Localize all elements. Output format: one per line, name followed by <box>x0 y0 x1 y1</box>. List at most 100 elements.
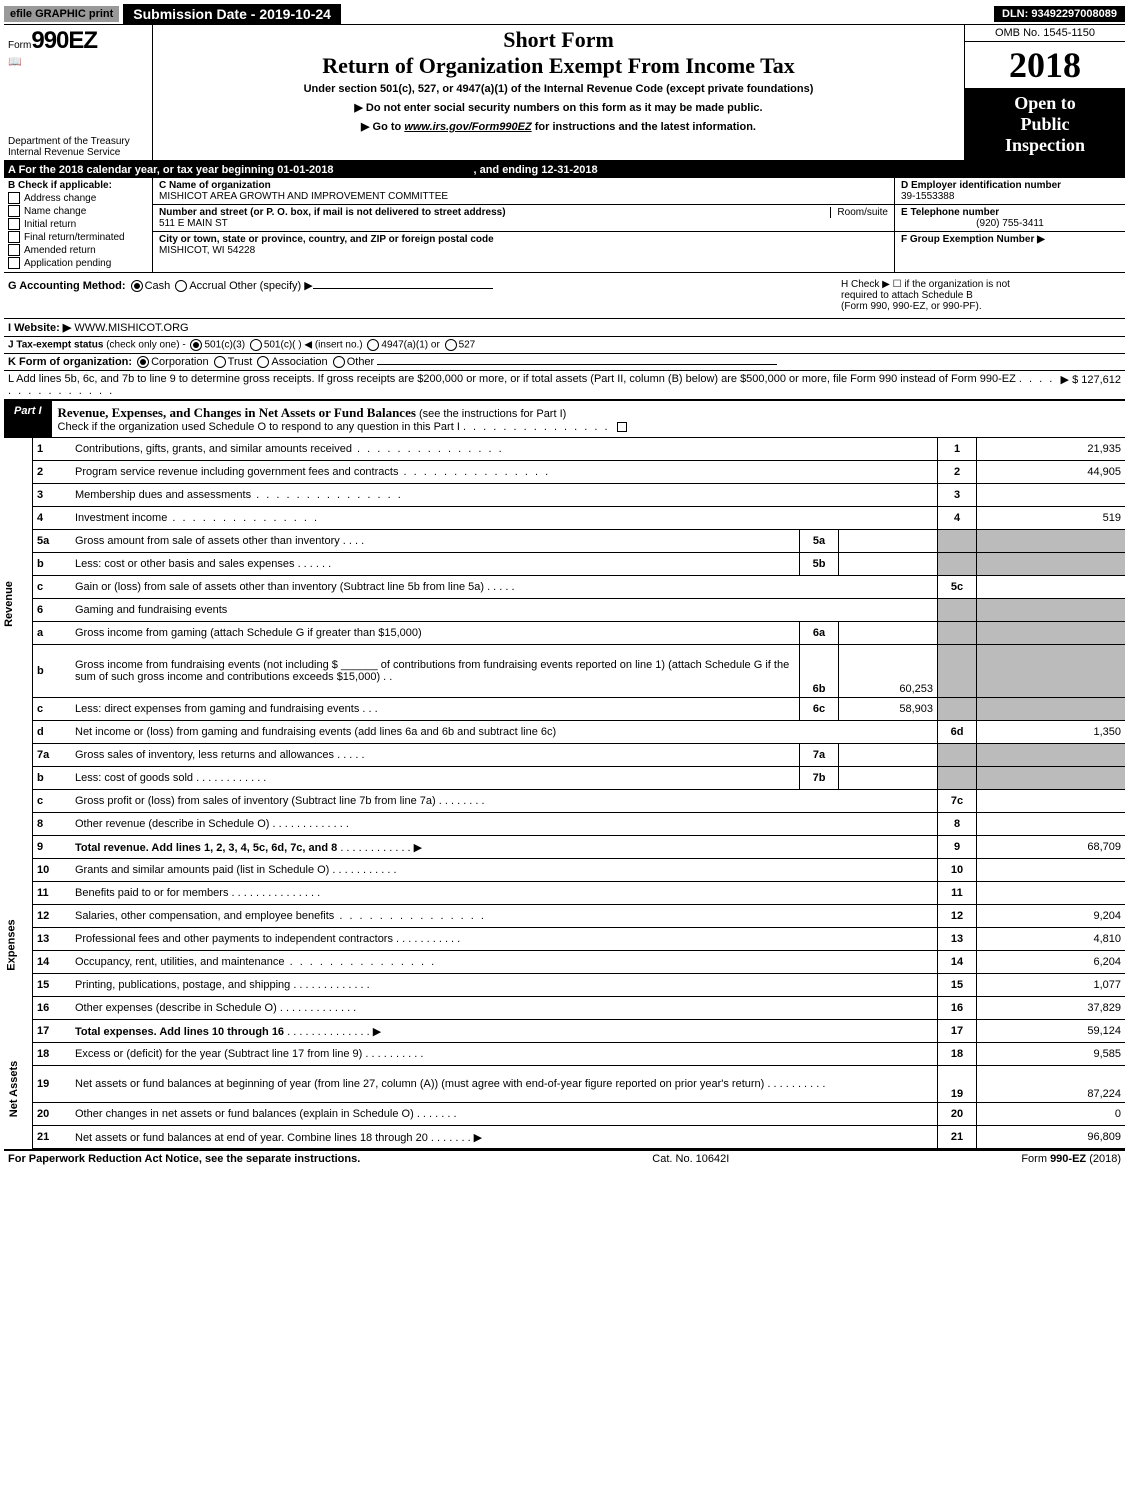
line-5c: c Gain or (loss) from sale of assets oth… <box>4 576 1125 599</box>
line-desc: Less: direct expenses from gaming and fu… <box>75 703 359 715</box>
check-amended-return[interactable]: Amended return <box>8 244 148 256</box>
radio-cash[interactable] <box>131 280 143 292</box>
radio-501c[interactable] <box>250 339 262 351</box>
check-name-change[interactable]: Name change <box>8 205 148 217</box>
l-row: ▶ $ 127,612 L Add lines 5b, 6c, and 7b t… <box>4 371 1125 401</box>
submission-date: Submission Date - 2019-10-24 <box>123 4 341 24</box>
radio-501c3[interactable] <box>190 339 202 351</box>
shaded <box>938 553 977 576</box>
j-opt3: 4947(a)(1) or <box>381 340 439 351</box>
line-17: 17 Total expenses. Add lines 10 through … <box>4 1020 1125 1043</box>
check-initial-return[interactable]: Initial return <box>8 218 148 230</box>
radio-4947[interactable] <box>367 339 379 351</box>
main-no: 11 <box>938 882 977 905</box>
line-no: 11 <box>33 882 72 905</box>
radio-association[interactable] <box>257 356 269 368</box>
row-a-ending: , and ending 12-31-2018 <box>473 164 597 176</box>
line-6d: d Net income or (loss) from gaming and f… <box>4 721 1125 744</box>
main-val: 1,350 <box>977 721 1126 744</box>
line-desc: Gaming and fundraising events <box>71 599 938 622</box>
line-desc: Net assets or fund balances at end of ye… <box>75 1132 428 1144</box>
part1-dots <box>463 421 610 433</box>
main-val: 68,709 <box>977 836 1126 859</box>
radio-accrual[interactable] <box>175 280 187 292</box>
check-label: Amended return <box>24 245 96 256</box>
line-16: 16 Other expenses (describe in Schedule … <box>4 997 1125 1020</box>
line-no: 14 <box>33 951 72 974</box>
shaded <box>938 530 977 553</box>
line-20: 20 Other changes in net assets or fund b… <box>4 1103 1125 1126</box>
d-label: D Employer identification number <box>901 180 1061 191</box>
line-desc1: Gross income from fundraising events (no… <box>75 659 338 671</box>
j-label: J Tax-exempt status <box>8 340 103 351</box>
main-no: 21 <box>938 1126 977 1149</box>
sub-no: 7a <box>800 744 839 767</box>
line-4: 4 Investment income 4 519 <box>4 507 1125 530</box>
radio-other[interactable] <box>333 356 345 368</box>
main-no: 8 <box>938 813 977 836</box>
main-no: 5c <box>938 576 977 599</box>
check-application-pending[interactable]: Application pending <box>8 257 148 269</box>
book-icon: 📖 <box>8 55 148 68</box>
line-no: 13 <box>33 928 72 951</box>
main-no: 20 <box>938 1103 977 1126</box>
inst2-suffix: for instructions and the latest informat… <box>532 121 756 133</box>
line-no: 10 <box>33 859 72 882</box>
line-no: a <box>33 622 72 645</box>
radio-corporation[interactable] <box>137 356 149 368</box>
k-row: K Form of organization: Corporation Trus… <box>4 354 1125 371</box>
open-public-badge: Open to Public Inspection <box>965 89 1125 160</box>
shaded <box>938 744 977 767</box>
j-opt4: 527 <box>459 340 476 351</box>
e-row: E Telephone number (920) 755-3411 <box>895 205 1125 232</box>
line-desc: Less: cost or other basis and sales expe… <box>75 558 295 570</box>
shaded <box>938 622 977 645</box>
sub-no: 5b <box>800 553 839 576</box>
city-value: MISHICOT, WI 54228 <box>159 245 888 256</box>
main-val: 44,905 <box>977 461 1126 484</box>
footer-center: Cat. No. 10642I <box>652 1153 729 1165</box>
main-val: 9,585 <box>977 1043 1126 1066</box>
open-line3: Inspection <box>965 135 1125 156</box>
line-7b: b Less: cost of goods sold . . . . . . .… <box>4 767 1125 790</box>
part1-checkbox[interactable] <box>617 422 627 432</box>
line-15: 15 Printing, publications, postage, and … <box>4 974 1125 997</box>
main-val: 6,204 <box>977 951 1126 974</box>
irs-link[interactable]: www.irs.gov/Form990EZ <box>404 121 531 133</box>
main-no: 10 <box>938 859 977 882</box>
line-no: 4 <box>33 507 72 530</box>
line-desc: Gross amount from sale of assets other t… <box>75 535 340 547</box>
line-6c: c Less: direct expenses from gaming and … <box>4 698 1125 721</box>
shaded <box>938 599 977 622</box>
line-desc: Contributions, gifts, grants, and simila… <box>75 443 352 455</box>
form-prefix: Form <box>8 40 31 51</box>
main-no: 18 <box>938 1043 977 1066</box>
dept-treasury: Department of the Treasury <box>8 136 148 147</box>
sub-val <box>839 744 938 767</box>
main-no: 19 <box>938 1066 977 1103</box>
part1-title: Revenue, Expenses, and Changes in Net As… <box>58 405 416 420</box>
line-desc: Excess or (deficit) for the year (Subtra… <box>75 1048 362 1060</box>
line-no: b <box>33 645 72 698</box>
c-name-row: C Name of organization MISHICOT AREA GRO… <box>153 178 894 205</box>
main-val <box>977 790 1126 813</box>
line-no: 19 <box>33 1066 72 1103</box>
main-val: 37,829 <box>977 997 1126 1020</box>
radio-trust[interactable] <box>214 356 226 368</box>
check-address-change[interactable]: Address change <box>8 192 148 204</box>
line-no: c <box>33 790 72 813</box>
other-label: Other (specify) ▶ <box>229 280 313 292</box>
expenses-text: Expenses <box>6 919 18 970</box>
checkbox-icon <box>8 218 20 230</box>
website-row: I Website: ▶ WWW.MISHICOT.ORG <box>4 319 1125 337</box>
efile-print-button[interactable]: efile GRAPHIC print <box>4 6 119 22</box>
line-desc: Benefits paid to or for members <box>75 887 228 899</box>
line-no: c <box>33 698 72 721</box>
main-no: 13 <box>938 928 977 951</box>
c-street-row: Room/suite Number and street (or P. O. b… <box>153 205 894 232</box>
checkbox-icon <box>8 192 20 204</box>
main-val: 519 <box>977 507 1126 530</box>
check-final-return[interactable]: Final return/terminated <box>8 231 148 243</box>
radio-527[interactable] <box>445 339 457 351</box>
line-5a: 5a Gross amount from sale of assets othe… <box>4 530 1125 553</box>
